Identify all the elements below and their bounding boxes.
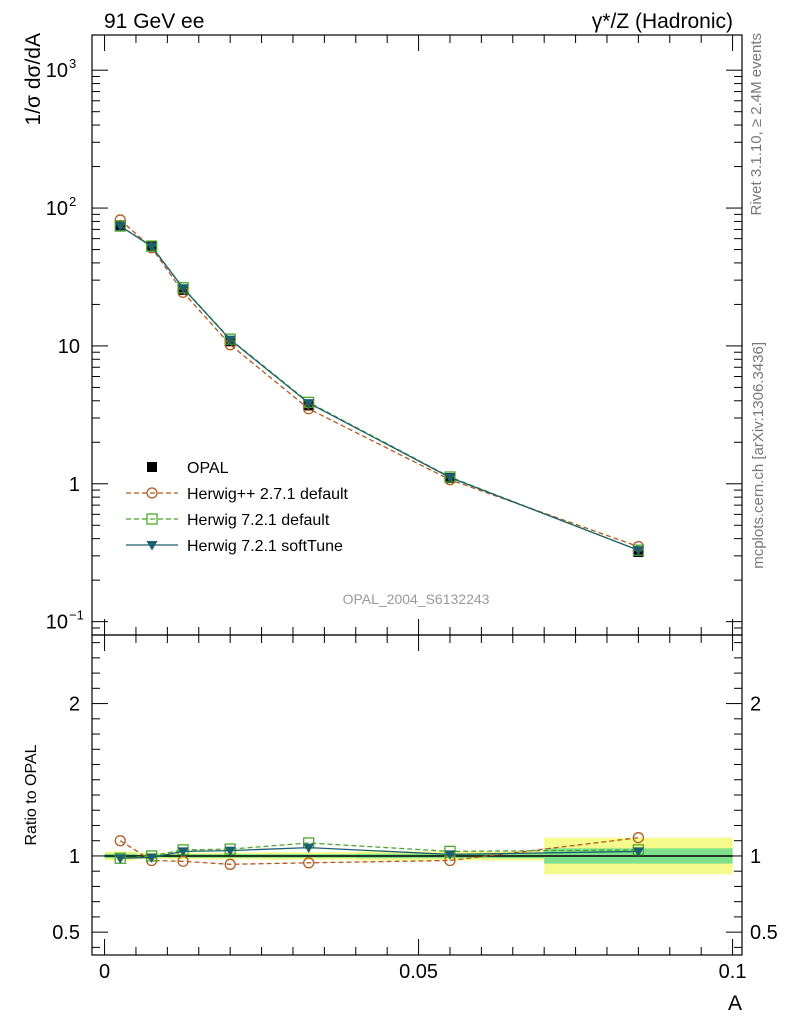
legend-marker (146, 513, 158, 525)
legend-label: Herwig 7.2.1 softTune (187, 538, 343, 555)
ratio-data-point (177, 847, 189, 857)
ratio-data-point (303, 843, 315, 854)
legend-entry: Herwig 7.2.1 default (126, 512, 330, 529)
ratio-y-tick-label-right: 1 (750, 846, 761, 868)
ratio-y-tick-label: 2 (69, 694, 80, 716)
y-tick-label: 10 (46, 612, 68, 634)
legend-marker (147, 462, 157, 472)
header-left-title: 91 GeV ee (104, 10, 204, 33)
x-tick-label: 0 (99, 961, 110, 983)
ratio-y-tick-label: 1 (69, 846, 80, 868)
legend-label: OPAL (187, 460, 229, 477)
ratio-data-point (632, 832, 645, 844)
ratio-data-point (303, 857, 315, 869)
legend: OPAL Herwig++ 2.7.1 default Herwig 7.2.1 d… (126, 460, 349, 555)
data-point (146, 242, 158, 253)
data-point (114, 222, 126, 232)
x-tick-label: 0.1 (719, 961, 747, 983)
data-series (114, 214, 645, 870)
rivet-version-label: Rivet 3.1.10, ≥ 2.4M events (748, 33, 765, 216)
ratio-data-point (146, 853, 158, 863)
y-tick-label: 10 (46, 198, 68, 220)
ratio-data-point (114, 854, 126, 864)
ratio-y-tick-label-right: 2 (750, 694, 761, 716)
y-tick-exponent: 3 (69, 56, 76, 71)
y-tick-exponent: 2 (69, 194, 76, 209)
data-point (224, 335, 236, 346)
ratio-series-line (119, 837, 639, 865)
ratio-data-point (224, 846, 236, 857)
ratio-y-axis-label: Ratio to OPAL (23, 744, 40, 845)
series-herwig-7-2-1-softtune (114, 222, 644, 556)
ratio-series-herwig-2-7-1-default (114, 832, 645, 870)
data-point (444, 473, 456, 484)
ratio-data-point (632, 847, 644, 857)
header-right-title: γ*/Z (Hadronic) (592, 10, 733, 33)
series-herwig-7-2-1-default (114, 220, 645, 556)
legend-marker (146, 487, 158, 499)
legend-label: Herwig 7.2.1 default (187, 512, 330, 529)
series-opal (115, 220, 644, 557)
ratio-y-tick-label: 0.5 (52, 922, 80, 944)
y-tick-exponent: −1 (69, 608, 84, 623)
ratio-data-point (114, 835, 126, 847)
analysis-watermark: OPAL_2004_S6132243 (343, 591, 490, 607)
ratio-frame (91, 634, 743, 956)
x-tick-label: 0.05 (399, 961, 438, 983)
x-axis-label: A (728, 992, 742, 1015)
data-point (177, 284, 189, 294)
ratio-y-tick-label-right: 0.5 (750, 922, 778, 944)
main-y-axis-label: 1/σ dσ/dA (22, 33, 45, 125)
data-point (632, 546, 644, 556)
legend-entry: OPAL (147, 460, 229, 477)
legend-label: Herwig++ 2.7.1 default (187, 486, 349, 503)
data-point (303, 399, 315, 409)
y-tick-label: 10 (58, 336, 80, 358)
ratio-series-herwig-7-2-1-softtune (114, 843, 644, 864)
mcplots-label: mcplots.cern.ch [arXiv:1306.3436] (750, 342, 767, 569)
legend-marker (146, 541, 158, 551)
legend-entry: Herwig 7.2.1 softTune (126, 538, 343, 555)
y-tick-label: 1 (69, 474, 80, 496)
y-tick-label: 10 (46, 60, 68, 82)
ratio-data-point (444, 850, 456, 860)
legend-entry: Herwig++ 2.7.1 default (126, 486, 349, 503)
ratio-data-point (224, 858, 236, 870)
